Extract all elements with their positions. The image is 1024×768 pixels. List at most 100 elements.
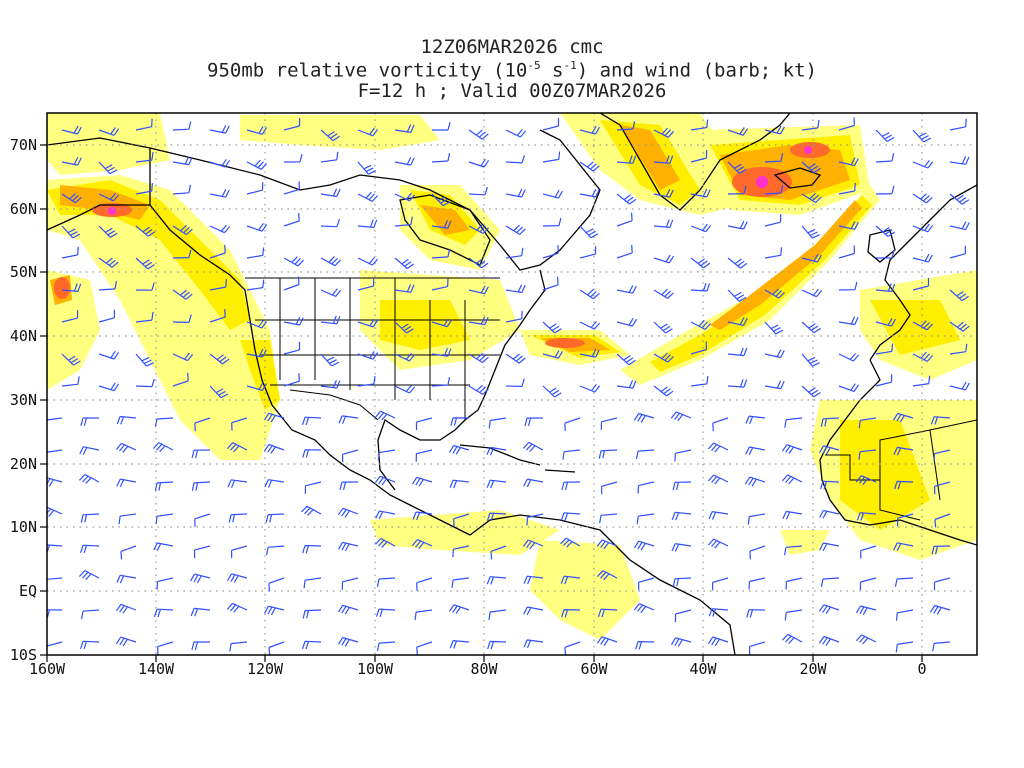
wind-barb xyxy=(246,223,268,232)
lon-label: 140W xyxy=(138,660,175,678)
wind-barb xyxy=(690,283,711,292)
wind-barb xyxy=(616,155,637,164)
wind-barb xyxy=(708,511,729,520)
wind-barb xyxy=(749,545,766,560)
wind-barb xyxy=(727,317,748,326)
lon-label: 60W xyxy=(580,660,608,678)
wind-barb xyxy=(600,417,618,430)
wind-barb xyxy=(191,449,211,459)
wind-barb xyxy=(227,479,248,488)
hispaniola xyxy=(544,469,576,473)
wind-barb xyxy=(172,184,191,195)
wind-barb xyxy=(135,282,155,291)
wind-barb xyxy=(542,245,559,259)
wind-barb xyxy=(135,353,154,367)
wind-barb xyxy=(490,545,507,560)
wind-barb xyxy=(893,542,914,551)
wind-barb xyxy=(875,283,896,292)
vorticity-region xyxy=(620,185,880,385)
wind-barb xyxy=(320,315,341,325)
wind-barb xyxy=(674,449,692,462)
wind-barb xyxy=(431,376,451,387)
wind-barb xyxy=(468,158,490,168)
wind-barb xyxy=(209,224,231,234)
wind-barb xyxy=(80,640,100,650)
wind-barb xyxy=(820,480,840,490)
wind-barb xyxy=(98,257,119,268)
wind-barb xyxy=(61,353,81,366)
wind-barb xyxy=(690,223,712,233)
wind-barb xyxy=(949,343,968,355)
wind-barb xyxy=(690,257,711,269)
axis-ticks xyxy=(40,144,923,662)
wind-barb xyxy=(764,380,785,390)
wind-barb xyxy=(468,257,489,269)
wind-barb xyxy=(542,321,562,334)
wind-barb xyxy=(747,513,766,525)
wind-barb xyxy=(81,609,100,620)
lat-label: 70N xyxy=(10,136,37,154)
wind-barb xyxy=(172,156,193,166)
wind-barb xyxy=(892,412,914,423)
wind-barbs xyxy=(47,117,970,655)
wind-barb xyxy=(394,352,416,362)
wind-barb xyxy=(61,376,80,387)
wind-barb xyxy=(468,352,489,364)
wind-barb xyxy=(895,641,914,653)
wind-barb xyxy=(61,246,79,259)
lat-label: 30N xyxy=(10,391,37,409)
wind-barb xyxy=(116,415,137,425)
wind-barb xyxy=(505,353,526,364)
vorticity-max xyxy=(545,338,585,348)
wind-barb xyxy=(194,513,211,527)
wind-barb xyxy=(283,373,300,387)
vorticity-region xyxy=(710,200,862,330)
wind-barb xyxy=(818,604,840,615)
wind-barb xyxy=(801,225,820,239)
lon-label: 100W xyxy=(357,660,394,678)
wind-barb xyxy=(431,248,451,259)
wind-barb xyxy=(749,641,766,655)
wind-barb xyxy=(337,636,359,647)
wind-barb xyxy=(357,161,376,175)
wind-barb xyxy=(801,161,821,174)
political-borders xyxy=(245,277,977,521)
wind-barb xyxy=(579,188,600,198)
wind-barb xyxy=(764,321,784,335)
wind-barb xyxy=(505,224,526,235)
wind-barb xyxy=(451,577,470,588)
wind-barb xyxy=(226,442,248,453)
vorticity-shading xyxy=(47,113,977,640)
wind-barb xyxy=(819,542,840,552)
wind-barb xyxy=(357,127,379,137)
wind-barb xyxy=(450,417,470,426)
wind-barb xyxy=(302,416,322,426)
wind-barb xyxy=(748,577,766,590)
wind-barb xyxy=(394,192,416,202)
wind-barb xyxy=(431,318,453,328)
wind-barb xyxy=(231,417,248,431)
wind-barb xyxy=(448,604,470,615)
wind-barb xyxy=(838,245,855,259)
wind-barb xyxy=(283,117,301,131)
wind-barb xyxy=(653,219,674,228)
wind-barb xyxy=(135,118,153,131)
wind-barb xyxy=(78,570,100,581)
wind-barb xyxy=(672,481,692,491)
wind-barb xyxy=(411,476,433,487)
wind-barb xyxy=(636,513,655,525)
wind-barb xyxy=(523,478,544,488)
wind-barb xyxy=(394,284,415,293)
wind-barb xyxy=(745,446,766,456)
wind-barb xyxy=(781,633,803,645)
wind-barb xyxy=(912,351,934,362)
wind-barb xyxy=(411,539,433,549)
wind-barb xyxy=(135,257,155,270)
wind-barb xyxy=(302,449,322,458)
wind-barb xyxy=(875,225,896,237)
wind-barb xyxy=(579,289,600,300)
wind-barb xyxy=(304,481,322,494)
lat-label: EQ xyxy=(19,582,37,600)
wind-barb xyxy=(542,151,561,163)
title-line-2-mid: s xyxy=(540,59,564,82)
